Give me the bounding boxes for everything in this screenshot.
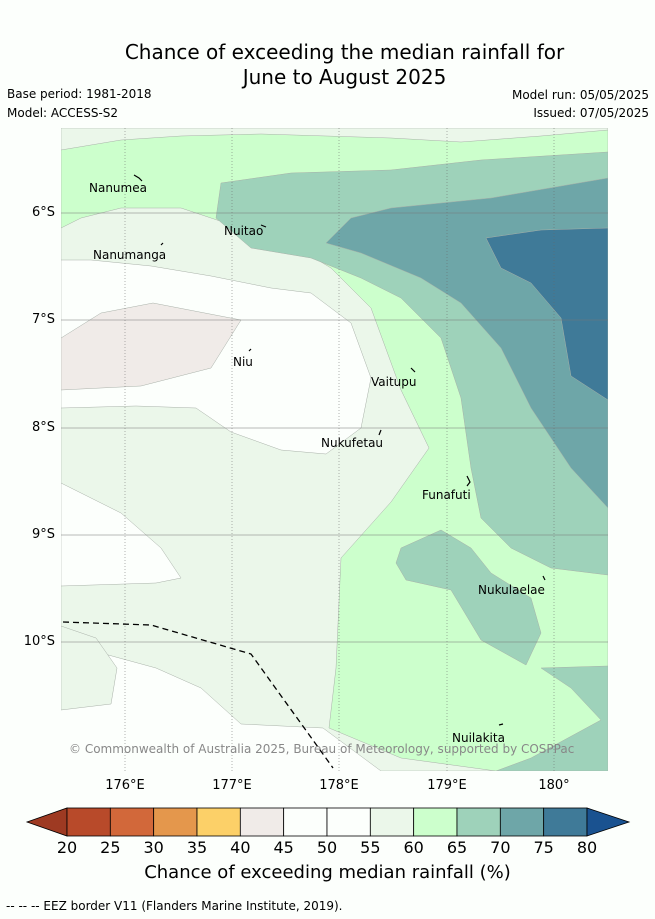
colorbar-tick: 20 [56, 838, 78, 857]
copyright-notice: © Commonwealth of Australia 2025, Bureau… [69, 742, 575, 756]
lon-label-178e: 178°E [319, 778, 359, 793]
colorbar-tick: 30 [143, 838, 164, 857]
colorbar-tick: 70 [490, 838, 511, 857]
title-line1: Chance of exceeding the median rainfall … [124, 40, 565, 64]
model-run: Model run: 05/05/2025 [511, 88, 649, 102]
colorbar-low-extend [25, 807, 68, 837]
colorbar-segment [109, 807, 155, 837]
lat-label-10s: 10°S [23, 634, 55, 649]
colorbar-tick: 40 [230, 838, 251, 857]
colorbar-segment [239, 807, 285, 837]
colorbar-tick: 35 [186, 838, 208, 857]
lat-label-8s: 8°S [31, 420, 55, 435]
colorbar-segment [326, 807, 371, 837]
model-name: Model: ACCESS-S2 [7, 106, 119, 120]
colorbar-segment [66, 807, 111, 837]
issued-date: Issued: 07/05/2025 [533, 106, 649, 120]
colorbar-svg [25, 807, 631, 837]
place-nukulaelae: Nukulaelae [478, 583, 545, 597]
colorbar-high-extend [586, 807, 631, 837]
lon-label-176e: 176°E [105, 778, 145, 793]
lon-label-179e: 179°E [427, 778, 467, 793]
base-period: Base period: 1981-2018 [7, 87, 152, 101]
colorbar-segment [499, 807, 545, 837]
colorbar-tick: 45 [273, 838, 294, 857]
colorbar-label: Chance of exceeding median rainfall (%) [144, 862, 511, 883]
colorbar [25, 806, 631, 838]
colorbar-tick: 75 [533, 838, 554, 857]
colorbar-segment [369, 807, 415, 837]
place-nuitao: Nuitao [224, 224, 264, 238]
title-line2: June to August 2025 [242, 65, 447, 89]
place-vaitupu: Vaitupu [371, 375, 417, 389]
lon-label-177e: 177°E [212, 778, 252, 793]
eez-footnote: -- -- -- EEZ border V11 (Flanders Marine… [6, 899, 343, 913]
lon-label-180: 180° [538, 778, 570, 793]
colorbar-tick: 50 [316, 838, 338, 857]
colorbar-segment [543, 807, 588, 837]
colorbar-tick: 25 [100, 838, 121, 857]
place-nuilakita: Nuilakita [452, 731, 505, 745]
colorbar-tick: 60 [403, 838, 424, 857]
place-nanumea: Nanumea [89, 181, 147, 195]
place-funafuti: Funafuti [422, 488, 471, 502]
rainfall-map [61, 128, 608, 771]
colorbar-segment [283, 807, 328, 837]
colorbar-tick: 65 [446, 838, 468, 857]
colorbar-segment [456, 807, 501, 837]
map-title: Chance of exceeding the median rainfall … [0, 40, 655, 90]
map-svg [61, 128, 608, 771]
place-niu: Niu [233, 355, 253, 369]
colorbar-segment [413, 807, 458, 837]
lat-label-6s: 6°S [31, 205, 55, 220]
colorbar-segment [196, 807, 241, 837]
colorbar-tick: 80 [576, 838, 598, 857]
lat-label-9s: 9°S [31, 527, 55, 542]
colorbar-segment [153, 807, 198, 837]
lat-label-7s: 7°S [31, 312, 55, 327]
colorbar-tick: 55 [360, 838, 381, 857]
place-nukufetau: Nukufetau [321, 436, 384, 450]
place-nanumanga: Nanumanga [93, 248, 167, 262]
